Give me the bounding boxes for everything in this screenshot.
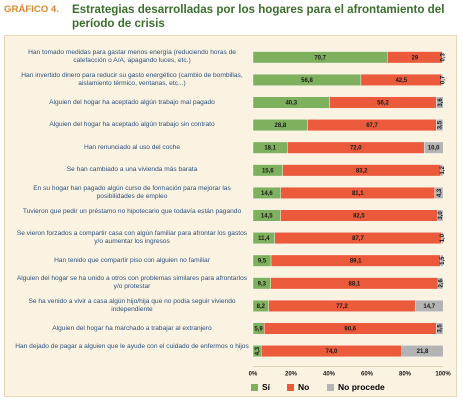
- category-label: Alguien del hogar ha aceptado algún trab…: [49, 98, 215, 106]
- data-label: 15,6: [262, 168, 274, 174]
- category-label: Tuvieron que pedir un préstamo no hipote…: [22, 207, 242, 215]
- data-label: 0,7: [440, 75, 446, 84]
- data-label: 9,3: [258, 281, 267, 287]
- data-label: 14,6: [261, 191, 273, 197]
- legend-swatch-si: [251, 383, 258, 391]
- x-tick-label: 60%: [361, 371, 374, 377]
- data-label: 3,0: [438, 211, 444, 220]
- data-label: 3,6: [438, 98, 444, 107]
- category-label: Han tenido que compartir piso con alguie…: [54, 256, 210, 264]
- data-label: 56,8: [301, 78, 313, 84]
- bar-segment-no-procede: [436, 119, 444, 132]
- data-label: 83,2: [356, 168, 368, 174]
- legend-label-no-procede: No procede: [338, 382, 385, 392]
- category-label: En su hogar han pagado algún curso de fo…: [33, 184, 231, 200]
- legend-swatch-no: [287, 383, 294, 391]
- data-label: 4,3: [255, 346, 261, 355]
- data-label: 4,3: [437, 188, 443, 197]
- bar-segment-no-procede: [434, 186, 444, 199]
- data-label: 81,1: [352, 191, 364, 197]
- bar-segment-no-procede: [401, 345, 444, 358]
- data-label: 18,1: [264, 146, 276, 152]
- bar-segment-no-procede: [441, 73, 444, 86]
- data-label: 72,0: [350, 146, 362, 152]
- data-label: 1,0: [440, 233, 446, 242]
- bar-segment-no-procede: [423, 141, 444, 154]
- data-label: 90,6: [344, 327, 356, 333]
- data-label: 14,7: [423, 304, 435, 310]
- bar-segment-no-procede: [436, 322, 444, 335]
- chart-title: Estrategias desarrolladas por los hogare…: [72, 3, 445, 30]
- legend-item-si: Sí: [251, 382, 270, 392]
- category-label: Han tomado medidas para gastar menos ene…: [28, 49, 236, 65]
- data-label: 14,5: [261, 214, 273, 220]
- legend-item-no-procede: No procede: [327, 382, 385, 392]
- bar-segment-no-procede: [415, 299, 444, 312]
- data-label: 8,2: [257, 304, 266, 310]
- category-label: Han dejado de pagar a alguien que le ayu…: [15, 343, 249, 351]
- data-label: 11,4: [258, 236, 270, 242]
- category-label: Han invertido dinero para reducir su gas…: [21, 71, 243, 87]
- bar-segment-no-procede: [437, 277, 444, 290]
- legend-swatch-no-procede: [327, 383, 334, 391]
- data-label: 40,3: [285, 101, 297, 107]
- bar-segment-no-procede: [441, 232, 444, 245]
- data-label: 77,2: [336, 304, 348, 310]
- data-label: 70,7: [314, 55, 326, 61]
- stacked-bar-chart: 70,7 29 0,3 56,8 42,5 0,7 40,3 56,2 3,6 28,8 67,7 3…: [249, 51, 451, 377]
- data-label: 67,7: [366, 123, 378, 129]
- data-label: 3,5: [438, 120, 444, 129]
- x-tick-label: 100%: [435, 371, 451, 377]
- x-tick-label: 40%: [323, 371, 336, 377]
- chart-panel: Han tomado medidas para gastar menos ene…: [4, 35, 457, 397]
- category-label: Alguien del hogar se ha unido a otros co…: [16, 275, 248, 291]
- data-label: 10,0: [428, 146, 440, 152]
- data-label: 21,8: [417, 349, 429, 355]
- data-label: 89,1: [350, 259, 362, 265]
- data-label: 5,9: [254, 327, 263, 333]
- category-label: Alguien del hogar ha marchado a trabajar…: [52, 324, 212, 332]
- data-label: 3,5: [438, 324, 444, 333]
- x-tick-label: 0%: [249, 371, 258, 377]
- data-label: 42,5: [395, 78, 407, 84]
- data-label: 1,5: [440, 256, 446, 265]
- data-label: 28,8: [275, 123, 287, 129]
- category-label: Se ha venido a vivir a casa algún hijo/h…: [28, 297, 236, 313]
- bar-segment-no-procede: [436, 96, 444, 109]
- category-label: Se vieron forzados a compartir casa con …: [16, 230, 248, 246]
- figure-label: GRÁFICO 4.: [4, 4, 59, 15]
- legend-item-no: No: [287, 382, 309, 392]
- bar-segment-no-procede: [437, 209, 444, 222]
- category-label: Han renunciado al uso del coche: [83, 143, 181, 151]
- data-label: 56,2: [377, 101, 389, 107]
- category-label: Alguien del hogar ha aceptado algún trab…: [49, 121, 215, 129]
- category-label: Se han cambiado a una vivienda más barat…: [66, 166, 198, 174]
- data-label: 9,5: [258, 259, 267, 265]
- bar-segment-no-procede: [442, 51, 444, 64]
- legend-label-si: Sí: [262, 382, 271, 392]
- data-label: 87,7: [352, 236, 364, 242]
- legend-label-no: No: [298, 382, 310, 392]
- data-label: 88,1: [349, 281, 361, 287]
- x-tick-label: 20%: [285, 371, 298, 377]
- data-label: 29: [412, 55, 419, 61]
- data-label: 1,2: [440, 165, 446, 174]
- data-label: 82,5: [353, 214, 365, 220]
- data-label: 74,0: [326, 349, 338, 355]
- data-label: 2,6: [439, 278, 445, 287]
- bar-segment-no-procede: [440, 164, 444, 177]
- data-label: 0,3: [441, 52, 447, 61]
- bar-segment-no-procede: [440, 254, 444, 267]
- x-tick-label: 80%: [399, 371, 412, 377]
